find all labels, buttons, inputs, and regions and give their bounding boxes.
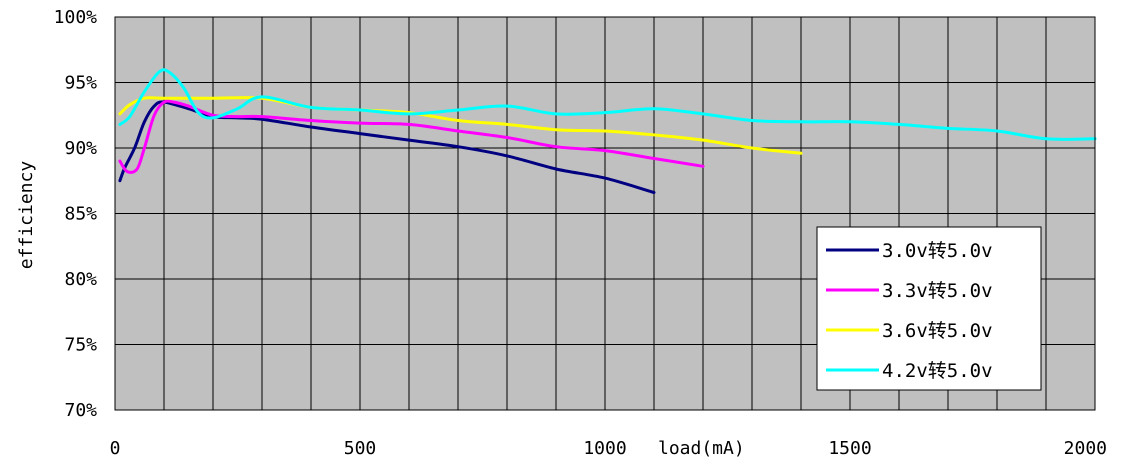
- plot-border: [114, 16, 1096, 411]
- x-tick-label: 1000: [583, 438, 626, 459]
- legend-label: 4.2v转5.0v: [882, 360, 993, 382]
- legend-label: 3.6v转5.0v: [882, 320, 993, 342]
- y-tick-label: 95%: [64, 73, 97, 94]
- series-line-1: [118, 100, 656, 194]
- y-tick-label: 80%: [64, 269, 97, 290]
- legend-label: 3.3v转5.0v: [882, 280, 993, 302]
- legend: 3.0v转5.0v 3.3v转5.0v 3.6v转5.0v 4.2v转5.0v: [816, 226, 1042, 391]
- series-line-4: [118, 68, 1097, 141]
- x-tick-label: 1500: [828, 438, 871, 459]
- x-tick-label: 0: [110, 438, 121, 459]
- series-line-2: [118, 99, 705, 174]
- series-lines: [118, 68, 1097, 194]
- y-tick-label: 75%: [64, 335, 97, 356]
- y-tick-label: 70%: [64, 400, 97, 421]
- x-tick-label: 2000: [1064, 438, 1107, 459]
- x-axis-title: load(mA): [658, 438, 745, 459]
- legend-box: [816, 226, 1042, 391]
- y-tick-label: 85%: [64, 204, 97, 225]
- y-axis-title: efficiency: [16, 161, 37, 270]
- y-tick-label: 100%: [54, 7, 98, 28]
- legend-label: 3.0v转5.0v: [882, 240, 993, 262]
- y-tick-label: 90%: [64, 138, 97, 159]
- tick-labels: 70% 75% 80% 85% 90% 95% 100% 0 500 1000 1500 2000: [54, 7, 1107, 459]
- grid: [115, 17, 1095, 410]
- x-tick-label: 500: [344, 438, 377, 459]
